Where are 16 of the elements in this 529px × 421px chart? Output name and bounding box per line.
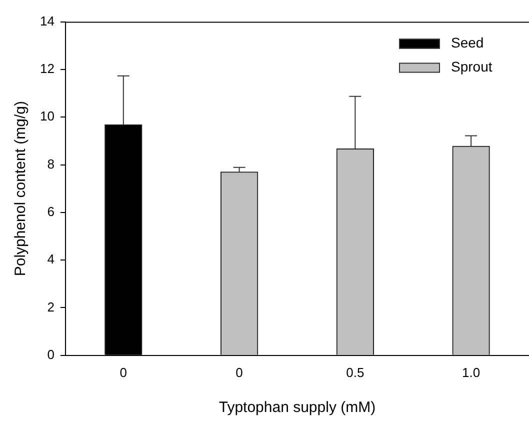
y-tick-label: 8 (47, 156, 54, 172)
x-tick-label: 0.5 (346, 364, 364, 380)
legend-label: Sprout (451, 58, 492, 75)
y-tick-label: 12 (40, 61, 54, 76)
y-tick-label: 14 (40, 13, 54, 28)
x-tick-label: 0 (120, 364, 128, 380)
x-axis-title: Typtophan supply (mM) (218, 399, 376, 416)
y-tick-label: 10 (40, 108, 54, 124)
y-tick-label: 4 (47, 252, 54, 267)
x-tick-label: 1.0 (462, 364, 480, 380)
y-axis-title: Polyphenol content (mg/g) (12, 101, 30, 276)
x-tick-label: 0 (236, 364, 243, 380)
y-tick-label: 2 (47, 299, 54, 314)
y-tick-label: 0 (47, 346, 54, 362)
legend-label: Seed (451, 34, 484, 51)
y-tick-label: 6 (47, 204, 54, 220)
